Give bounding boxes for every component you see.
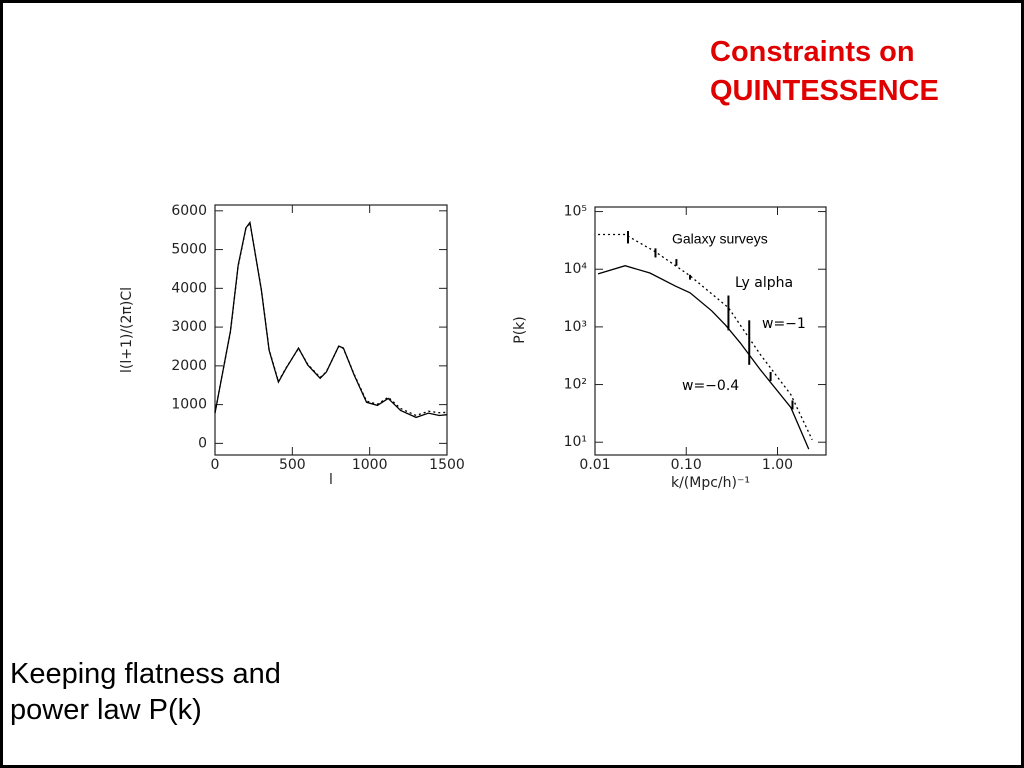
x-tick-label: 0 — [211, 457, 220, 473]
series-line — [597, 265, 810, 450]
y-axis-label: l(l+1)/(2π)Cl — [119, 287, 135, 373]
x-tick-label: 1500 — [429, 457, 465, 473]
series-line — [214, 220, 448, 419]
y-tick-label: 3000 — [171, 319, 207, 335]
slide-caption: Keeping flatness and power law P(k) — [10, 658, 281, 726]
y-tick-label: 1000 — [171, 397, 207, 413]
x-tick-label: 0.10 — [671, 457, 702, 473]
y-tick-label: 6000 — [171, 203, 207, 219]
plot-frame — [594, 206, 827, 456]
x-tick-label: 1000 — [352, 457, 388, 473]
y-axis-label: P(k) — [512, 316, 528, 343]
y-tick-label: 0 — [198, 435, 207, 451]
y-tick-label: 2000 — [171, 358, 207, 374]
x-tick-label: 500 — [279, 457, 306, 473]
x-axis-label: l — [329, 472, 333, 488]
x-tick-label: 1.00 — [762, 457, 793, 473]
annotation: w=−0.4 — [682, 378, 739, 394]
annotation: w=−1 — [762, 316, 806, 332]
annotation: Galaxy surveys — [672, 231, 768, 247]
series-line — [598, 233, 813, 441]
y-tick-label: 4000 — [171, 280, 207, 296]
slide-title: Constraints on QUINTESSENCE — [710, 36, 939, 107]
x-tick-label: 0.01 — [579, 457, 610, 473]
y-tick-label: 10⁴ — [564, 261, 588, 277]
plot-frame — [214, 204, 448, 456]
y-tick-label: 10⁵ — [564, 204, 587, 220]
series-line — [214, 221, 448, 417]
y-tick-label: 10¹ — [564, 434, 587, 450]
y-tick-label: 10³ — [564, 319, 587, 335]
y-tick-label: 5000 — [171, 242, 207, 258]
y-tick-label: 10² — [564, 377, 587, 393]
x-axis-label: k/(Mpc/h)⁻¹ — [671, 475, 750, 491]
annotation: Ly alpha — [735, 275, 793, 291]
